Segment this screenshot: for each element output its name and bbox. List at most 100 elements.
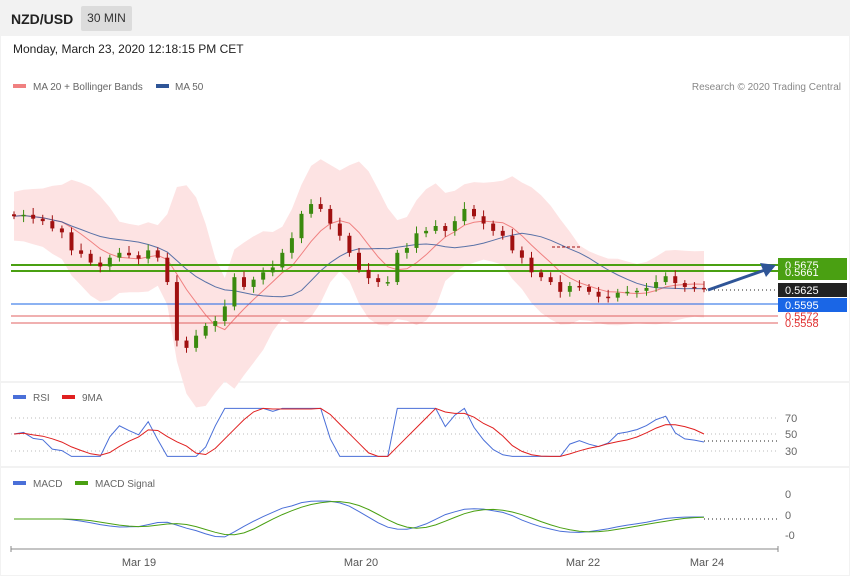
candle-body: [12, 214, 16, 217]
candle-body: [357, 252, 361, 270]
candle-body: [692, 286, 697, 289]
candle-body: [567, 285, 572, 292]
level-label-0.5675-bg: [778, 258, 847, 271]
candle-body: [318, 204, 323, 209]
candle-body: [222, 306, 227, 322]
level-label-0.5595-bg: [778, 298, 847, 312]
legend-ma50-swatch: [156, 84, 169, 88]
candle-body: [50, 221, 55, 229]
candle-body: [481, 216, 486, 224]
candle-body: [366, 269, 371, 279]
candle-body: [634, 290, 639, 293]
legend-macd-signal-swatch: [75, 481, 88, 485]
candle-body: [596, 291, 601, 297]
candle-body: [663, 276, 668, 283]
candle-body: [414, 233, 419, 248]
candle-body: [270, 267, 275, 273]
bollinger-band: [14, 159, 704, 408]
candle-body: [376, 278, 381, 283]
top-bar: NZD/USD 30 MIN: [0, 0, 850, 36]
candle-body: [443, 226, 448, 231]
legend-macd-label: MACD: [33, 479, 62, 490]
candle-body: [107, 257, 112, 267]
candle-body: [194, 335, 199, 348]
candle-body: [98, 262, 103, 267]
candle-body: [242, 277, 246, 287]
rsi-level-30: 30: [785, 446, 797, 458]
legend-9ma-swatch: [62, 395, 75, 399]
candle-body: [337, 223, 342, 236]
candle-body: [299, 213, 304, 239]
candle-body: [289, 238, 294, 253]
legend-9ma-label: 9MA: [82, 393, 103, 404]
legend-ma20-label: MA 20 + Bollinger Bands: [33, 82, 143, 93]
candle-body: [40, 218, 45, 222]
candle-body: [31, 214, 36, 219]
candle-body: [203, 325, 208, 336]
candle-body: [644, 287, 649, 291]
legend-macd-signal-label: MACD Signal: [95, 479, 155, 490]
candle-body: [404, 247, 409, 253]
candle-body: [251, 279, 256, 287]
level-label-0.5661: 0.5661: [785, 267, 819, 279]
x-label-mar20: Mar 20: [344, 557, 378, 569]
legend-ma50-label: MA 50: [175, 82, 204, 93]
legend-macd-swatch: [13, 481, 26, 485]
candle-body: [165, 257, 170, 283]
macd-level-bottom: -0: [785, 530, 795, 542]
x-label-mar24: Mar 24: [690, 557, 724, 569]
candle-body: [529, 257, 534, 273]
forecast-arrow: [707, 268, 766, 292]
candle-body: [519, 250, 524, 258]
macd-level-top: 0: [785, 489, 791, 501]
forecast-arrow-head: [760, 263, 776, 277]
candle-body: [127, 252, 131, 256]
candle-body: [117, 252, 122, 258]
level-label-0.5625: 0.5625: [785, 285, 819, 297]
candle-body: [88, 253, 93, 263]
candle-body: [500, 230, 505, 236]
candle-body: [280, 252, 285, 268]
candle-body: [539, 272, 544, 278]
candle-body: [59, 228, 64, 233]
candle-body: [682, 283, 687, 287]
timestamp: Monday, March 23, 2020 12:18:15 PM CET: [13, 42, 244, 56]
candle-body: [654, 282, 659, 288]
candle-body: [424, 230, 429, 234]
candle-body: [673, 276, 678, 284]
candle-body: [472, 208, 476, 217]
candle-body: [79, 250, 84, 254]
level-label-0.5661-bg: [778, 268, 847, 280]
candle-body: [174, 282, 179, 341]
candle-body: [395, 252, 400, 283]
candle-body: [328, 208, 333, 224]
candle-body: [587, 286, 591, 292]
macd-level-mid: 0: [785, 510, 791, 522]
candle-body: [510, 235, 515, 251]
candle-body: [136, 255, 141, 259]
rsi-level-50: 50: [785, 429, 797, 441]
macd-signal-line: [14, 501, 705, 536]
legend-rsi-swatch: [13, 395, 26, 399]
candle-body: [606, 296, 611, 299]
legend-ma20-swatch: [13, 84, 26, 88]
candle-body: [433, 226, 438, 231]
interval-button[interactable]: 30 MIN: [81, 6, 132, 31]
candle-body: [184, 340, 189, 348]
candle-body: [625, 291, 630, 294]
symbol-title: NZD/USD: [11, 11, 74, 27]
candlestick-series: [12, 197, 706, 353]
candle-body: [385, 282, 390, 284]
candle-body: [309, 204, 314, 214]
candle-body: [558, 282, 563, 292]
candle-body: [155, 250, 160, 258]
level-label-0.5558: 0.5558: [785, 318, 819, 330]
x-label-mar22: Mar 22: [566, 557, 600, 569]
x-label-mar19: Mar 19: [122, 557, 156, 569]
candle-body: [347, 235, 352, 253]
candle-body: [577, 285, 582, 288]
rsi-9ma-line: [13, 407, 705, 457]
legend-rsi-label: RSI: [33, 393, 50, 404]
candle-body: [213, 321, 218, 326]
